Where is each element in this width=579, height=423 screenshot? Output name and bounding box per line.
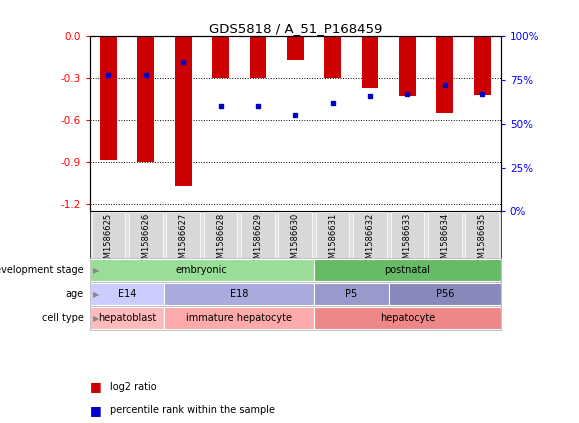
Text: GSM1586633: GSM1586633	[403, 213, 412, 269]
Bar	[250, 36, 266, 78]
Text: ▶: ▶	[93, 313, 99, 322]
Text: ▶: ▶	[93, 266, 99, 275]
Text: GSM1586626: GSM1586626	[141, 213, 151, 269]
Bar	[212, 36, 229, 78]
Bar	[399, 36, 416, 96]
Bar	[474, 36, 490, 95]
Text: immature hepatocyte: immature hepatocyte	[186, 313, 292, 323]
FancyBboxPatch shape	[466, 212, 499, 258]
Text: development stage: development stage	[0, 265, 84, 275]
FancyBboxPatch shape	[314, 307, 501, 329]
Text: GSM1586625: GSM1586625	[104, 213, 113, 269]
Bar	[287, 36, 304, 60]
Text: hepatoblast: hepatoblast	[98, 313, 156, 323]
Text: E14: E14	[118, 289, 136, 299]
Bar	[175, 36, 192, 186]
Text: GSM1586631: GSM1586631	[328, 213, 337, 269]
FancyBboxPatch shape	[90, 283, 164, 305]
Text: GSM1586627: GSM1586627	[179, 213, 188, 269]
FancyBboxPatch shape	[278, 212, 312, 258]
FancyBboxPatch shape	[353, 212, 387, 258]
Text: GSM1586635: GSM1586635	[478, 213, 486, 269]
Text: percentile rank within the sample: percentile rank within the sample	[110, 405, 275, 415]
FancyBboxPatch shape	[316, 212, 350, 258]
Text: cell type: cell type	[42, 313, 84, 323]
Text: ▶: ▶	[93, 290, 99, 299]
Text: GSM1586630: GSM1586630	[291, 213, 300, 269]
Text: GSM1586629: GSM1586629	[254, 213, 262, 269]
Bar	[324, 36, 341, 78]
Bar	[137, 36, 154, 162]
FancyBboxPatch shape	[241, 212, 274, 258]
Text: E18: E18	[230, 289, 248, 299]
Title: GDS5818 / A_51_P168459: GDS5818 / A_51_P168459	[208, 22, 382, 35]
FancyBboxPatch shape	[164, 283, 314, 305]
Bar	[100, 36, 117, 159]
Text: GSM1586632: GSM1586632	[365, 213, 375, 269]
FancyBboxPatch shape	[166, 212, 200, 258]
FancyBboxPatch shape	[91, 212, 125, 258]
Text: GSM1586628: GSM1586628	[216, 213, 225, 269]
FancyBboxPatch shape	[164, 307, 314, 329]
FancyBboxPatch shape	[204, 212, 237, 258]
Bar	[437, 36, 453, 113]
Text: postnatal: postnatal	[384, 265, 430, 275]
Text: P5: P5	[345, 289, 357, 299]
FancyBboxPatch shape	[314, 259, 501, 281]
Text: GSM1586634: GSM1586634	[440, 213, 449, 269]
Text: hepatocyte: hepatocyte	[380, 313, 435, 323]
FancyBboxPatch shape	[428, 212, 461, 258]
FancyBboxPatch shape	[90, 259, 314, 281]
Bar	[362, 36, 379, 88]
FancyBboxPatch shape	[314, 283, 389, 305]
Text: ■: ■	[90, 381, 101, 393]
Text: P56: P56	[435, 289, 454, 299]
Text: log2 ratio: log2 ratio	[110, 382, 157, 392]
Text: ■: ■	[90, 404, 101, 417]
FancyBboxPatch shape	[391, 212, 424, 258]
FancyBboxPatch shape	[389, 283, 501, 305]
Text: age: age	[66, 289, 84, 299]
FancyBboxPatch shape	[129, 212, 163, 258]
Text: embryonic: embryonic	[176, 265, 228, 275]
FancyBboxPatch shape	[90, 307, 164, 329]
